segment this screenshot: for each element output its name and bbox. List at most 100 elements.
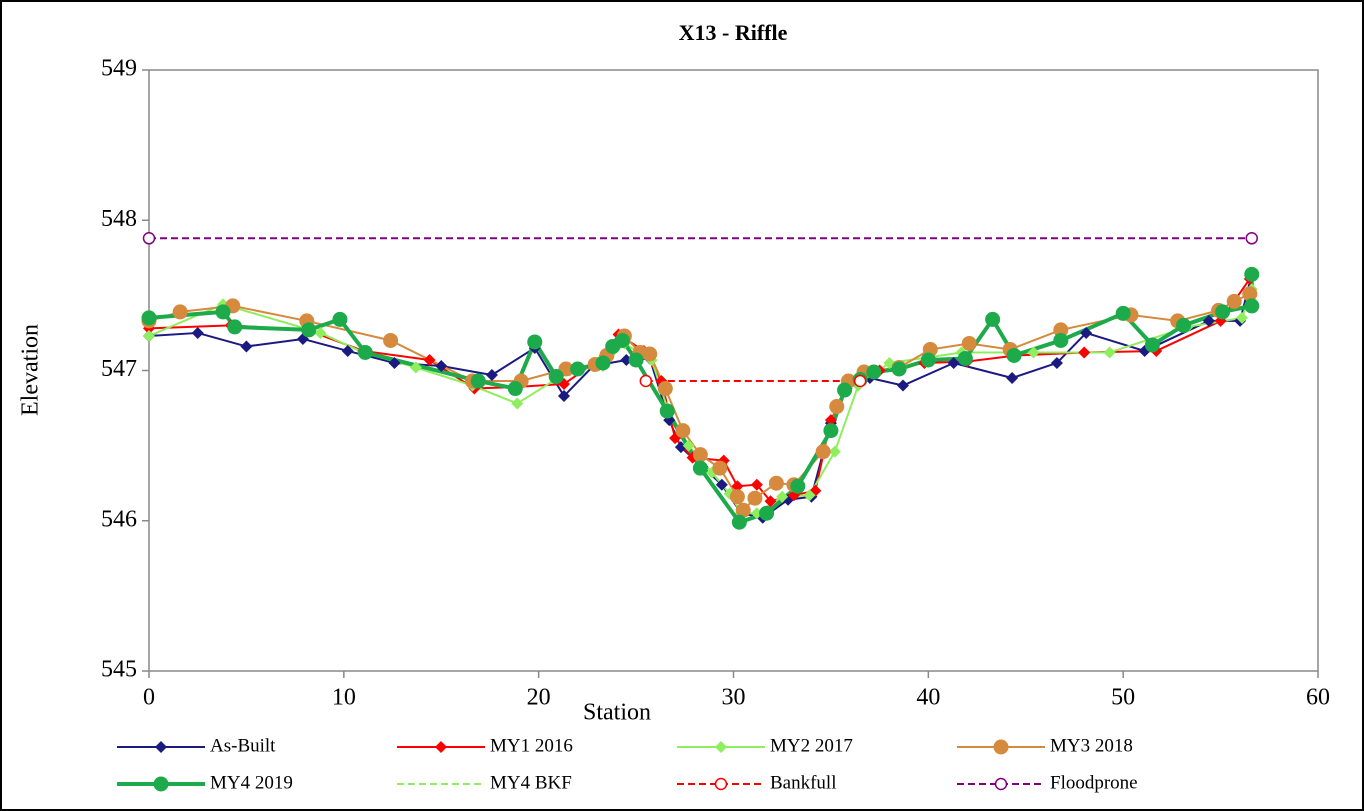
legend-marker <box>993 739 1009 755</box>
legend-marker <box>153 776 169 792</box>
legend-label: MY3 2018 <box>1050 735 1133 756</box>
data-point <box>729 489 745 505</box>
legend-marker <box>994 777 1008 791</box>
data-point <box>731 514 747 530</box>
data-point <box>423 353 436 366</box>
data-point <box>985 311 1001 327</box>
data-point <box>897 379 910 392</box>
data-point <box>143 329 155 342</box>
data-point <box>920 352 936 368</box>
data-point <box>815 444 831 460</box>
data-point <box>682 439 695 452</box>
data-point <box>731 480 744 493</box>
legend-label: MY4 BKF <box>490 772 572 793</box>
data-point <box>628 352 644 368</box>
legend-marker <box>714 777 728 791</box>
data-point <box>527 334 543 350</box>
data-point <box>1027 346 1040 359</box>
data-point <box>692 447 708 463</box>
data-point <box>614 332 630 348</box>
data-point <box>961 335 977 351</box>
data-point <box>1006 347 1022 363</box>
data-point <box>1053 332 1069 348</box>
data-point <box>764 495 777 508</box>
data-point <box>172 304 188 320</box>
data-point <box>866 364 882 380</box>
data-point <box>383 332 399 348</box>
x-tick-label: 40 <box>916 685 940 711</box>
data-point <box>853 374 867 388</box>
data-point <box>470 373 486 389</box>
data-point <box>435 359 448 372</box>
data-point <box>1226 293 1242 309</box>
data-point <box>675 423 691 439</box>
x-tick-label: 0 <box>143 685 155 711</box>
data-point <box>1144 337 1160 353</box>
data-point <box>1103 346 1116 359</box>
data-point <box>388 356 401 369</box>
data-point <box>768 475 784 491</box>
data-point <box>837 382 853 398</box>
x-axis-label: Station <box>583 700 651 726</box>
legend-label: MY2 2017 <box>770 735 853 756</box>
legend-label: As-Built <box>210 735 276 756</box>
data-point <box>750 478 763 491</box>
legend-marker <box>715 741 727 753</box>
data-point <box>1245 232 1259 245</box>
data-point <box>1215 304 1231 320</box>
data-point <box>642 346 658 362</box>
data-point <box>141 310 157 326</box>
data-point <box>828 445 841 458</box>
series-line <box>148 274 1254 525</box>
x-tick-label: 60 <box>1306 685 1330 711</box>
data-point <box>215 304 231 320</box>
data-point <box>735 502 751 518</box>
data-point <box>639 374 653 388</box>
data-point <box>240 340 253 353</box>
data-point <box>1115 305 1131 321</box>
data-point <box>712 460 728 476</box>
data-point <box>409 361 422 374</box>
y-tick-label: 549 <box>101 56 137 82</box>
data-point <box>957 350 973 366</box>
data-point <box>485 369 498 382</box>
data-point <box>142 232 156 245</box>
y-tick-label: 548 <box>101 206 137 232</box>
data-point <box>1050 356 1063 369</box>
data-point <box>776 490 789 503</box>
data-point <box>823 423 839 439</box>
data-point <box>227 319 243 335</box>
x-tick-label: 20 <box>527 685 551 711</box>
data-point <box>803 489 816 502</box>
data-point <box>191 326 204 339</box>
data-point <box>570 361 586 377</box>
y-axis-label: Elevation <box>18 324 44 416</box>
data-point <box>1244 298 1260 314</box>
x-tick-label: 50 <box>1111 685 1135 711</box>
data-point <box>659 403 675 419</box>
data-point <box>357 344 373 360</box>
legend-marker <box>155 741 167 753</box>
data-point <box>1078 346 1091 359</box>
data-point <box>557 390 570 403</box>
legend-label: Floodprone <box>1050 772 1138 793</box>
data-point <box>595 355 611 371</box>
data-point <box>314 326 327 339</box>
data-point <box>332 311 348 327</box>
data-point <box>548 369 564 385</box>
data-point <box>1176 317 1192 333</box>
data-point <box>1053 322 1069 338</box>
x-tick-label: 30 <box>722 685 746 711</box>
data-point <box>1242 286 1258 302</box>
legend-label: Bankfull <box>770 772 837 793</box>
data-point <box>341 344 354 357</box>
data-point <box>511 397 524 410</box>
data-point <box>829 399 845 415</box>
data-point <box>947 356 960 369</box>
data-point <box>507 381 523 397</box>
legend-label: MY4 2019 <box>210 772 293 793</box>
data-point <box>715 478 728 491</box>
